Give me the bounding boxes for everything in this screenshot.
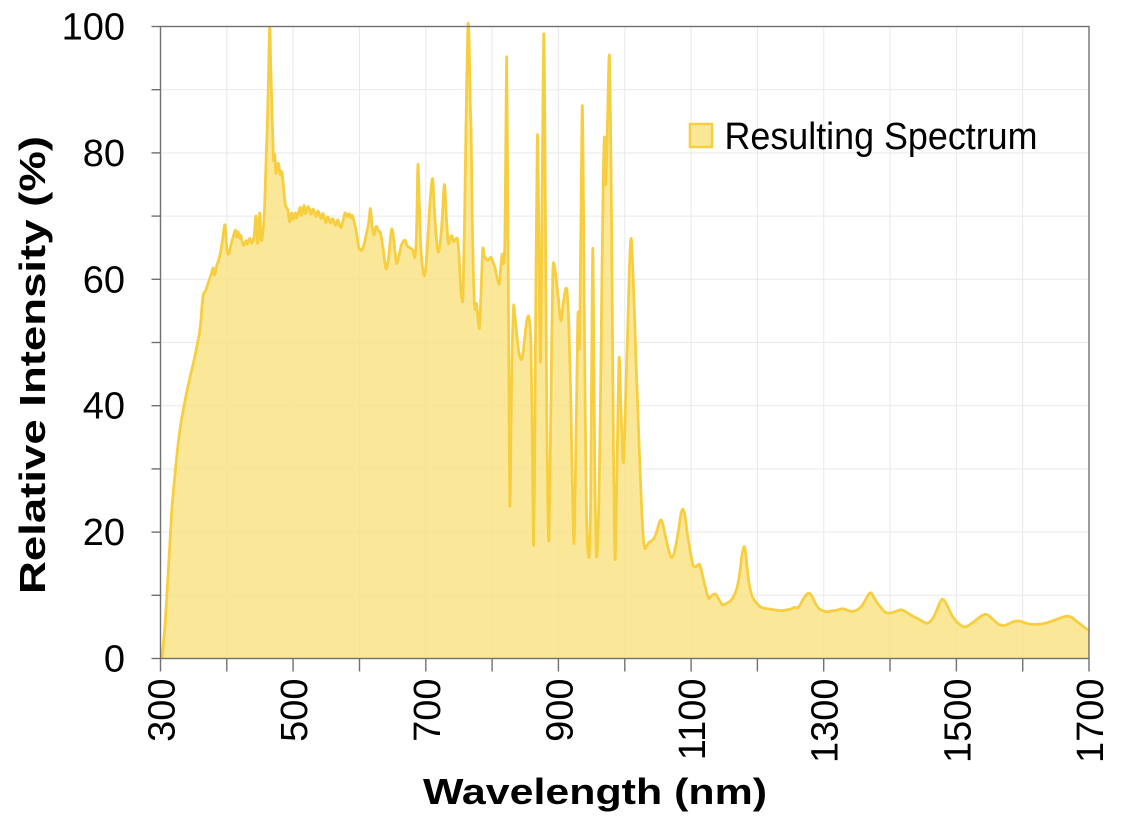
svg-text:0: 0 (104, 639, 125, 681)
svg-text:Wavelength (nm): Wavelength (nm) (423, 771, 767, 812)
svg-text:Relative Intensity (%): Relative Intensity (%) (12, 136, 53, 594)
svg-text:1700: 1700 (1070, 679, 1112, 764)
svg-text:100: 100 (62, 7, 125, 49)
svg-text:40: 40 (83, 386, 125, 428)
svg-text:20: 20 (83, 512, 125, 554)
svg-text:1300: 1300 (805, 679, 847, 764)
svg-text:Resulting Spectrum: Resulting Spectrum (725, 116, 1038, 158)
svg-text:300: 300 (142, 679, 184, 742)
svg-text:1500: 1500 (937, 679, 979, 764)
svg-text:700: 700 (407, 679, 449, 742)
svg-text:60: 60 (83, 259, 125, 301)
svg-text:900: 900 (539, 679, 581, 742)
svg-text:80: 80 (83, 133, 125, 175)
svg-text:1100: 1100 (672, 679, 714, 761)
svg-text:500: 500 (274, 679, 316, 742)
